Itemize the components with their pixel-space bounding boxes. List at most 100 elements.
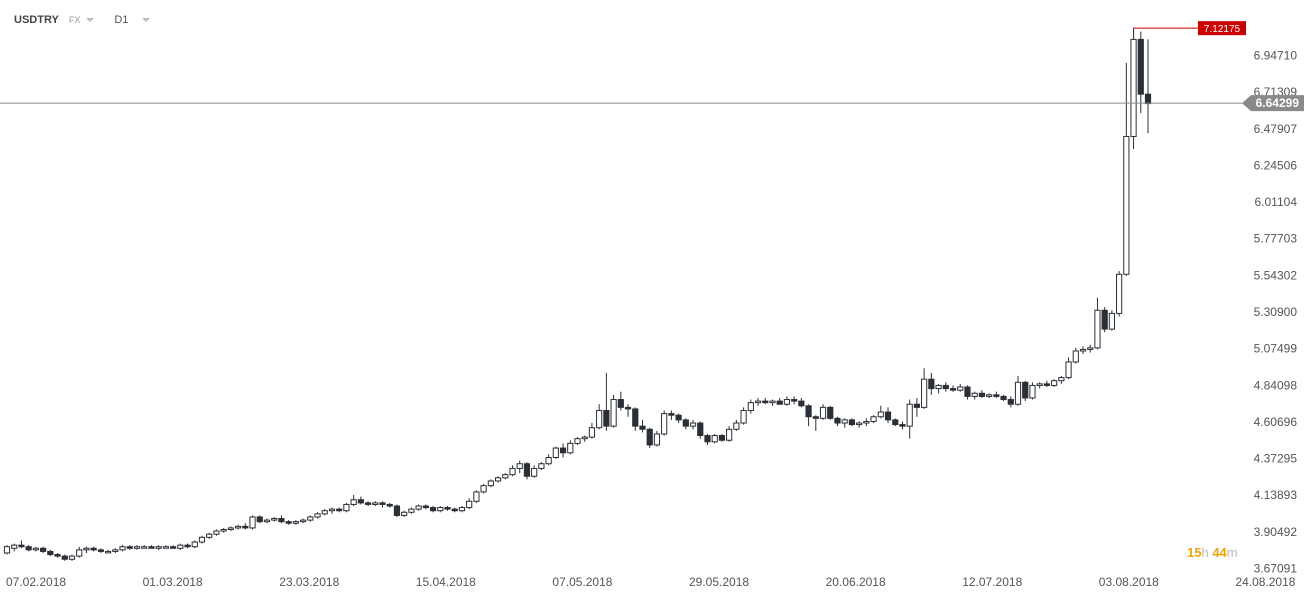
candle-body <box>574 438 581 444</box>
candle-body <box>148 546 155 549</box>
candle <box>169 545 177 549</box>
candle <box>1087 344 1094 353</box>
candle <box>372 501 379 507</box>
candle-body <box>220 528 227 532</box>
candle-body <box>285 521 292 524</box>
candle <box>596 404 603 430</box>
candle-body <box>596 409 603 429</box>
candle-body <box>762 400 769 404</box>
candle <box>90 546 97 552</box>
candle <box>884 407 892 424</box>
candle-body <box>184 544 191 548</box>
candle <box>567 440 574 455</box>
candle-body <box>3 546 11 554</box>
high-price-marker: 7.12175 <box>1133 21 1246 39</box>
y-tick-label: 5.30900 <box>1254 305 1298 319</box>
candle <box>1123 62 1130 276</box>
candle <box>856 421 863 428</box>
x-tick-label: 23.03.2018 <box>279 575 339 589</box>
x-tick-label: 15.04.2018 <box>416 575 476 589</box>
candle-body <box>531 467 538 477</box>
symbol-selector[interactable]: USDTRY FX <box>14 14 95 26</box>
candle-body <box>68 555 76 560</box>
candle <box>1036 382 1043 389</box>
candle-body <box>1058 377 1065 382</box>
candle-body <box>964 386 971 397</box>
candle <box>834 416 841 427</box>
candle-body <box>451 508 458 512</box>
candle-body <box>263 519 271 523</box>
candle-body <box>971 392 978 397</box>
candle <box>733 419 740 431</box>
candle-body <box>256 516 263 523</box>
candle-body <box>986 394 993 397</box>
candle <box>263 518 271 524</box>
candle <box>1130 28 1137 149</box>
candle-body <box>783 399 791 405</box>
candle <box>964 385 971 400</box>
chart-toolbar: USDTRY FX D1 <box>14 12 164 28</box>
candle <box>97 548 104 553</box>
candle-body <box>1116 273 1123 314</box>
candle <box>249 515 256 530</box>
candle-body <box>386 503 393 507</box>
candle <box>1022 380 1029 402</box>
candle-body <box>957 386 964 391</box>
x-tick-label: 29.05.2018 <box>689 575 749 589</box>
candle <box>18 540 25 549</box>
candle <box>610 394 617 428</box>
candle <box>429 506 437 513</box>
candle <box>328 507 336 514</box>
candle-body <box>870 416 877 422</box>
candle-body <box>509 467 516 476</box>
candle-body <box>97 549 104 552</box>
candles-series <box>3 28 1152 561</box>
candle-body <box>458 507 466 512</box>
candle-body <box>234 525 242 529</box>
candle-body <box>884 411 892 421</box>
candle-body <box>473 491 480 502</box>
candle-body <box>408 508 415 513</box>
timeframe-label: D1 <box>114 14 129 26</box>
candle-body <box>1000 395 1007 401</box>
x-tick-label: 07.05.2018 <box>552 575 612 589</box>
y-tick-label: 3.67091 <box>1254 562 1298 576</box>
timeframe-selector[interactable]: D1 <box>108 14 151 26</box>
candle-body <box>523 463 531 477</box>
candle-body <box>249 516 256 529</box>
candle <box>422 504 429 510</box>
candle-body <box>307 516 314 521</box>
candle-body <box>726 428 733 441</box>
candle <box>299 518 307 524</box>
x-tick-label: 12.07.2018 <box>962 575 1022 589</box>
x-tick-label: 01.03.2018 <box>143 575 203 589</box>
candle <box>336 507 343 513</box>
candle <box>1029 382 1036 400</box>
candle-body <box>40 547 47 552</box>
candle <box>40 546 47 553</box>
candle-body <box>740 409 747 424</box>
candle <box>148 545 155 549</box>
candle-body <box>227 527 234 530</box>
candle <box>1116 271 1123 317</box>
candle-body <box>47 550 54 556</box>
candle <box>588 423 596 439</box>
candle <box>870 415 877 424</box>
y-tick-label: 5.77703 <box>1254 232 1298 246</box>
candle-body <box>921 378 928 408</box>
candle-body <box>364 502 372 505</box>
candle-body <box>437 507 444 512</box>
candle <box>256 515 263 524</box>
candle-body <box>480 485 487 493</box>
candle-body <box>791 399 798 402</box>
candle-body <box>993 394 1000 397</box>
high-marker-line <box>1133 27 1198 39</box>
candle <box>805 404 812 427</box>
candle-body <box>494 477 502 482</box>
candle <box>531 465 538 478</box>
candle-body <box>191 541 198 548</box>
candle <box>47 549 54 557</box>
candle <box>393 504 401 517</box>
candle <box>877 405 884 419</box>
